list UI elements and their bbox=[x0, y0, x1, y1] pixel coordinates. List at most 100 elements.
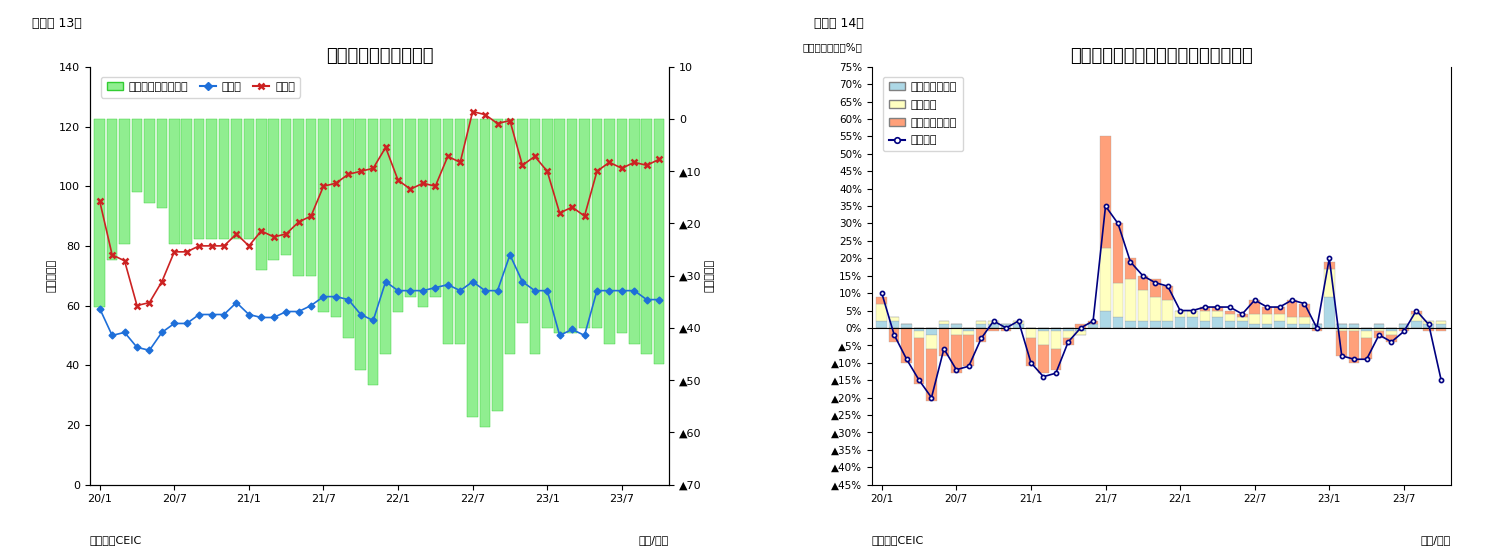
Bar bbox=[951, 335, 962, 373]
Bar bbox=[1324, 262, 1334, 268]
Bar bbox=[989, 324, 999, 328]
Text: （資料）CEIC: （資料）CEIC bbox=[872, 535, 925, 545]
Bar bbox=[592, 119, 603, 328]
Bar bbox=[642, 119, 652, 354]
Bar bbox=[963, 328, 974, 331]
Bar bbox=[914, 328, 925, 331]
Bar bbox=[1387, 335, 1397, 342]
Bar bbox=[281, 119, 292, 255]
Bar bbox=[951, 324, 962, 328]
Bar bbox=[654, 119, 664, 364]
Bar bbox=[902, 328, 913, 363]
Bar bbox=[1324, 269, 1334, 296]
Bar bbox=[1336, 324, 1346, 328]
Bar bbox=[132, 119, 142, 192]
Bar bbox=[480, 119, 491, 427]
Bar bbox=[319, 119, 329, 312]
Bar bbox=[1188, 317, 1198, 328]
Bar bbox=[1050, 328, 1061, 331]
Bar bbox=[877, 304, 887, 321]
Bar bbox=[951, 328, 962, 335]
Bar bbox=[1287, 317, 1297, 324]
Bar bbox=[1200, 311, 1210, 321]
Bar bbox=[1287, 300, 1297, 317]
Bar bbox=[169, 119, 180, 245]
Bar bbox=[1411, 311, 1421, 314]
Bar bbox=[926, 349, 936, 401]
Bar bbox=[1373, 331, 1384, 338]
Bar bbox=[1038, 328, 1049, 331]
Bar bbox=[1162, 300, 1173, 321]
Bar bbox=[1026, 328, 1037, 338]
Bar bbox=[1237, 317, 1248, 321]
Bar bbox=[1113, 223, 1123, 283]
Bar bbox=[1064, 328, 1074, 331]
Bar bbox=[1237, 321, 1248, 328]
Bar bbox=[1113, 317, 1123, 328]
Bar bbox=[417, 119, 428, 307]
Bar bbox=[106, 119, 117, 260]
Bar bbox=[1212, 307, 1222, 311]
Bar bbox=[938, 328, 948, 356]
Bar bbox=[1275, 321, 1285, 328]
Bar bbox=[1026, 338, 1037, 367]
Bar bbox=[1275, 307, 1285, 314]
Bar bbox=[938, 321, 948, 324]
Bar bbox=[1100, 248, 1112, 311]
Bar bbox=[305, 119, 316, 276]
Legend: 貳易収支（右目盛）, 輸出額, 輸入額: 貳易収支（右目盛）, 輸出額, 輸入額 bbox=[102, 76, 301, 97]
Bar bbox=[492, 119, 503, 412]
Bar bbox=[1188, 311, 1198, 317]
Bar bbox=[938, 324, 948, 328]
Bar bbox=[1013, 324, 1023, 328]
Bar bbox=[530, 119, 540, 354]
Bar bbox=[1174, 311, 1185, 317]
Bar bbox=[293, 119, 304, 276]
Bar bbox=[1299, 304, 1309, 317]
Bar bbox=[1312, 328, 1322, 331]
Bar bbox=[989, 328, 999, 331]
Bar bbox=[1399, 324, 1409, 328]
Bar bbox=[181, 119, 191, 245]
Bar bbox=[1100, 136, 1112, 248]
Bar bbox=[1237, 314, 1248, 317]
Bar bbox=[1387, 331, 1397, 335]
Bar bbox=[889, 321, 899, 328]
Bar bbox=[1299, 324, 1309, 328]
Bar bbox=[1013, 321, 1023, 324]
Text: （年/月）: （年/月） bbox=[1421, 535, 1451, 545]
Legend: 一次産品・燃料, 電子製品, その他製品など, 輸出合計: 一次産品・燃料, 電子製品, その他製品など, 輸出合計 bbox=[883, 76, 963, 151]
Bar bbox=[1436, 321, 1447, 324]
Bar bbox=[555, 119, 565, 333]
Bar bbox=[157, 119, 168, 208]
Bar bbox=[1100, 311, 1112, 328]
Bar bbox=[1312, 324, 1322, 328]
Bar bbox=[1038, 331, 1049, 345]
Bar bbox=[244, 119, 254, 239]
Bar bbox=[1050, 331, 1061, 349]
Bar bbox=[443, 119, 453, 344]
Bar bbox=[1411, 314, 1421, 321]
Bar bbox=[1261, 324, 1273, 328]
Bar bbox=[1287, 324, 1297, 328]
Bar bbox=[232, 119, 242, 239]
Bar bbox=[1088, 321, 1098, 324]
Bar bbox=[989, 321, 999, 324]
Bar bbox=[120, 119, 130, 245]
Bar bbox=[1299, 317, 1309, 324]
Bar bbox=[1361, 338, 1372, 359]
Bar bbox=[1424, 324, 1435, 328]
Bar bbox=[1225, 321, 1236, 328]
Bar bbox=[889, 328, 899, 342]
Bar bbox=[1076, 331, 1086, 335]
Bar bbox=[1200, 321, 1210, 328]
Title: フィリピンの貳易収支: フィリピンの貳易収支 bbox=[326, 47, 434, 65]
Bar bbox=[604, 119, 615, 344]
Bar bbox=[467, 119, 477, 417]
Bar bbox=[218, 119, 229, 239]
Bar bbox=[1436, 328, 1447, 331]
Bar bbox=[975, 321, 986, 324]
Bar bbox=[144, 119, 154, 203]
Bar bbox=[877, 321, 887, 328]
Bar bbox=[914, 338, 925, 384]
